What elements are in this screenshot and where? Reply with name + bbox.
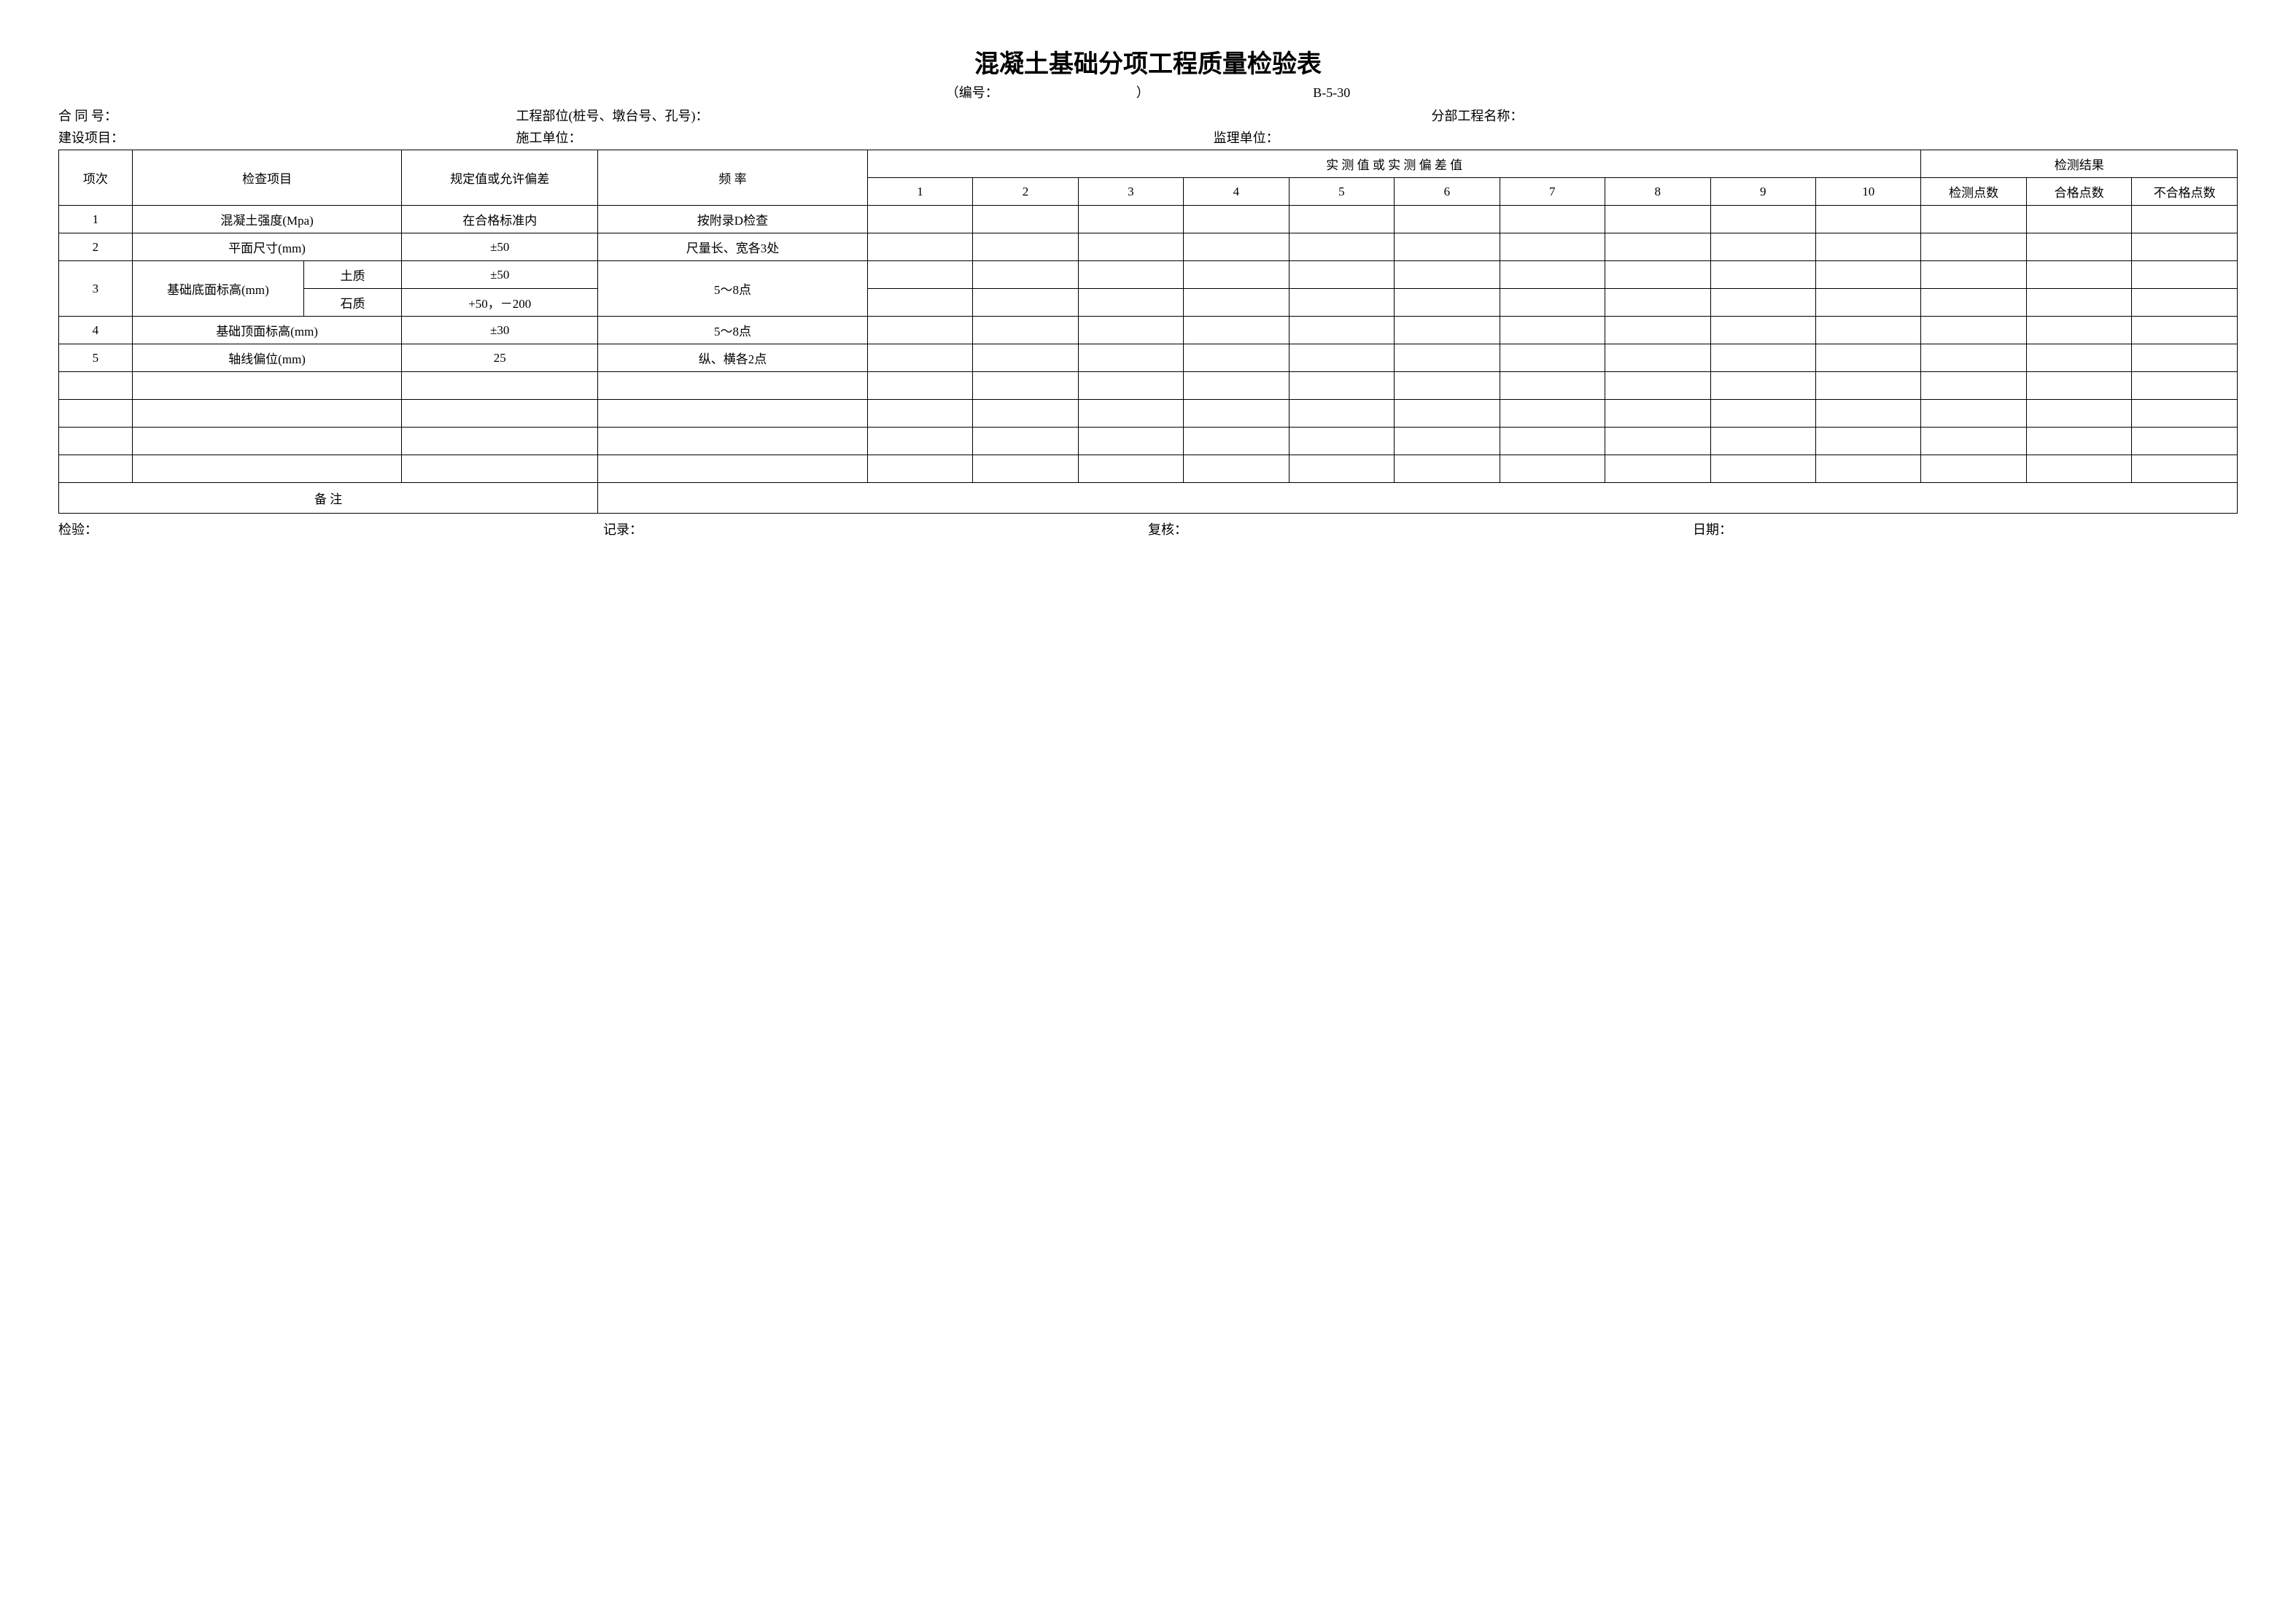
contract-label: 合 同 号： <box>58 106 516 125</box>
cell-freq: 纵、横各2点 <box>598 344 868 372</box>
table-row: 3 基础底面标高(mm) 土质 ±50 5～8点 <box>59 261 2238 289</box>
table-row: 1 混凝土强度(Mpa) 在合格标准内 按附录D检查 <box>59 206 2238 233</box>
meta-row-1: 合 同 号： 工程部位(桩号、墩台号、孔号)： 分部工程名称： <box>58 106 2238 125</box>
cell-spec: ±30 <box>402 317 598 344</box>
footer-inspect: 检验： <box>58 519 603 538</box>
cell-item: 平面尺寸(mm) <box>132 233 402 261</box>
cell-spec-b: +50，－200 <box>402 289 598 317</box>
cell-sub-b: 石质 <box>303 289 401 317</box>
inspection-table: 项次 检查项目 规定值或允许偏差 频 率 实 测 值 或 实 测 偏 差 值 检… <box>58 150 2238 514</box>
table-row: 2 平面尺寸(mm) ±50 尺量长、宽各3处 <box>59 233 2238 261</box>
cell-item: 混凝土强度(Mpa) <box>132 206 402 233</box>
cell-freq: 尺量长、宽各3处 <box>598 233 868 261</box>
meta-row-2: 建设项目： 施工单位： 监理单位： <box>58 128 2238 147</box>
hdr-measured: 实 测 值 或 实 测 偏 差 值 <box>867 150 1921 178</box>
hdr-col-2: 2 <box>973 178 1078 206</box>
table-row-empty <box>59 428 2238 455</box>
hdr-res-check: 检测点数 <box>1921 178 2026 206</box>
cell-item-main: 基础底面标高(mm) <box>132 261 303 317</box>
cell-seq: 1 <box>59 206 133 233</box>
hdr-freq: 频 率 <box>598 150 868 206</box>
sub-prefix: （编号： <box>946 85 998 100</box>
table-row: 4 基础顶面标高(mm) ±30 5～8点 <box>59 317 2238 344</box>
hdr-col-6: 6 <box>1395 178 1500 206</box>
cell-freq: 按附录D检查 <box>598 206 868 233</box>
hdr-col-10: 10 <box>1815 178 1920 206</box>
header-row-1: 项次 检查项目 规定值或允许偏差 频 率 实 测 值 或 实 测 偏 差 值 检… <box>59 150 2238 178</box>
footer-record: 记录： <box>603 519 1148 538</box>
hdr-col-7: 7 <box>1500 178 1605 206</box>
hdr-col-1: 1 <box>867 178 972 206</box>
hdr-col-3: 3 <box>1078 178 1183 206</box>
footer-date: 日期： <box>1693 519 2238 538</box>
cell-seq: 5 <box>59 344 133 372</box>
sub-line: （编号： ） B-5-30 <box>58 82 2238 101</box>
cell-item: 轴线偏位(mm) <box>132 344 402 372</box>
hdr-col-5: 5 <box>1289 178 1394 206</box>
hdr-col-4: 4 <box>1184 178 1289 206</box>
page-title: 混凝土基础分项工程质量检验表 <box>58 44 2238 80</box>
project-label: 建设项目： <box>58 128 516 147</box>
hdr-result: 检测结果 <box>1921 150 2238 178</box>
table-row-empty <box>59 400 2238 428</box>
cell-item: 基础顶面标高(mm) <box>132 317 402 344</box>
table-row: 5 轴线偏位(mm) 25 纵、横各2点 <box>59 344 2238 372</box>
cell-seq: 4 <box>59 317 133 344</box>
cell-spec: 25 <box>402 344 598 372</box>
hdr-col-8: 8 <box>1605 178 1710 206</box>
cell-spec-a: ±50 <box>402 261 598 289</box>
hdr-seq: 项次 <box>59 150 133 206</box>
cell-spec: ±50 <box>402 233 598 261</box>
table-row: 石质 +50，－200 <box>59 289 2238 317</box>
footer-review: 复核： <box>1148 519 1693 538</box>
hdr-res-pass: 合格点数 <box>2026 178 2131 206</box>
hdr-res-fail: 不合格点数 <box>2132 178 2238 206</box>
builder-label: 施工单位： <box>516 128 1213 147</box>
hdr-spec: 规定值或允许偏差 <box>402 150 598 206</box>
table-row-empty <box>59 455 2238 483</box>
cell-seq: 3 <box>59 261 133 317</box>
hdr-col-9: 9 <box>1710 178 1815 206</box>
sub-project-label: 分部工程名称： <box>1431 106 1523 125</box>
supervisor-label: 监理单位： <box>1214 128 1279 147</box>
cell-freq: 5～8点 <box>598 317 868 344</box>
cell-spec: 在合格标准内 <box>402 206 598 233</box>
cell-sub-a: 土质 <box>303 261 401 289</box>
part-label: 工程部位(桩号、墩台号、孔号)： <box>516 106 1431 125</box>
sub-suffix: ） <box>1136 85 1149 100</box>
hdr-item: 检查项目 <box>132 150 402 206</box>
footer-row: 检验： 记录： 复核： 日期： <box>58 519 2238 538</box>
cell-seq: 2 <box>59 233 133 261</box>
remark-label: 备 注 <box>59 483 598 514</box>
remark-row: 备 注 <box>59 483 2238 514</box>
form-code: B-5-30 <box>1313 85 1350 101</box>
table-row-empty <box>59 372 2238 400</box>
cell-freq: 5～8点 <box>598 261 868 317</box>
